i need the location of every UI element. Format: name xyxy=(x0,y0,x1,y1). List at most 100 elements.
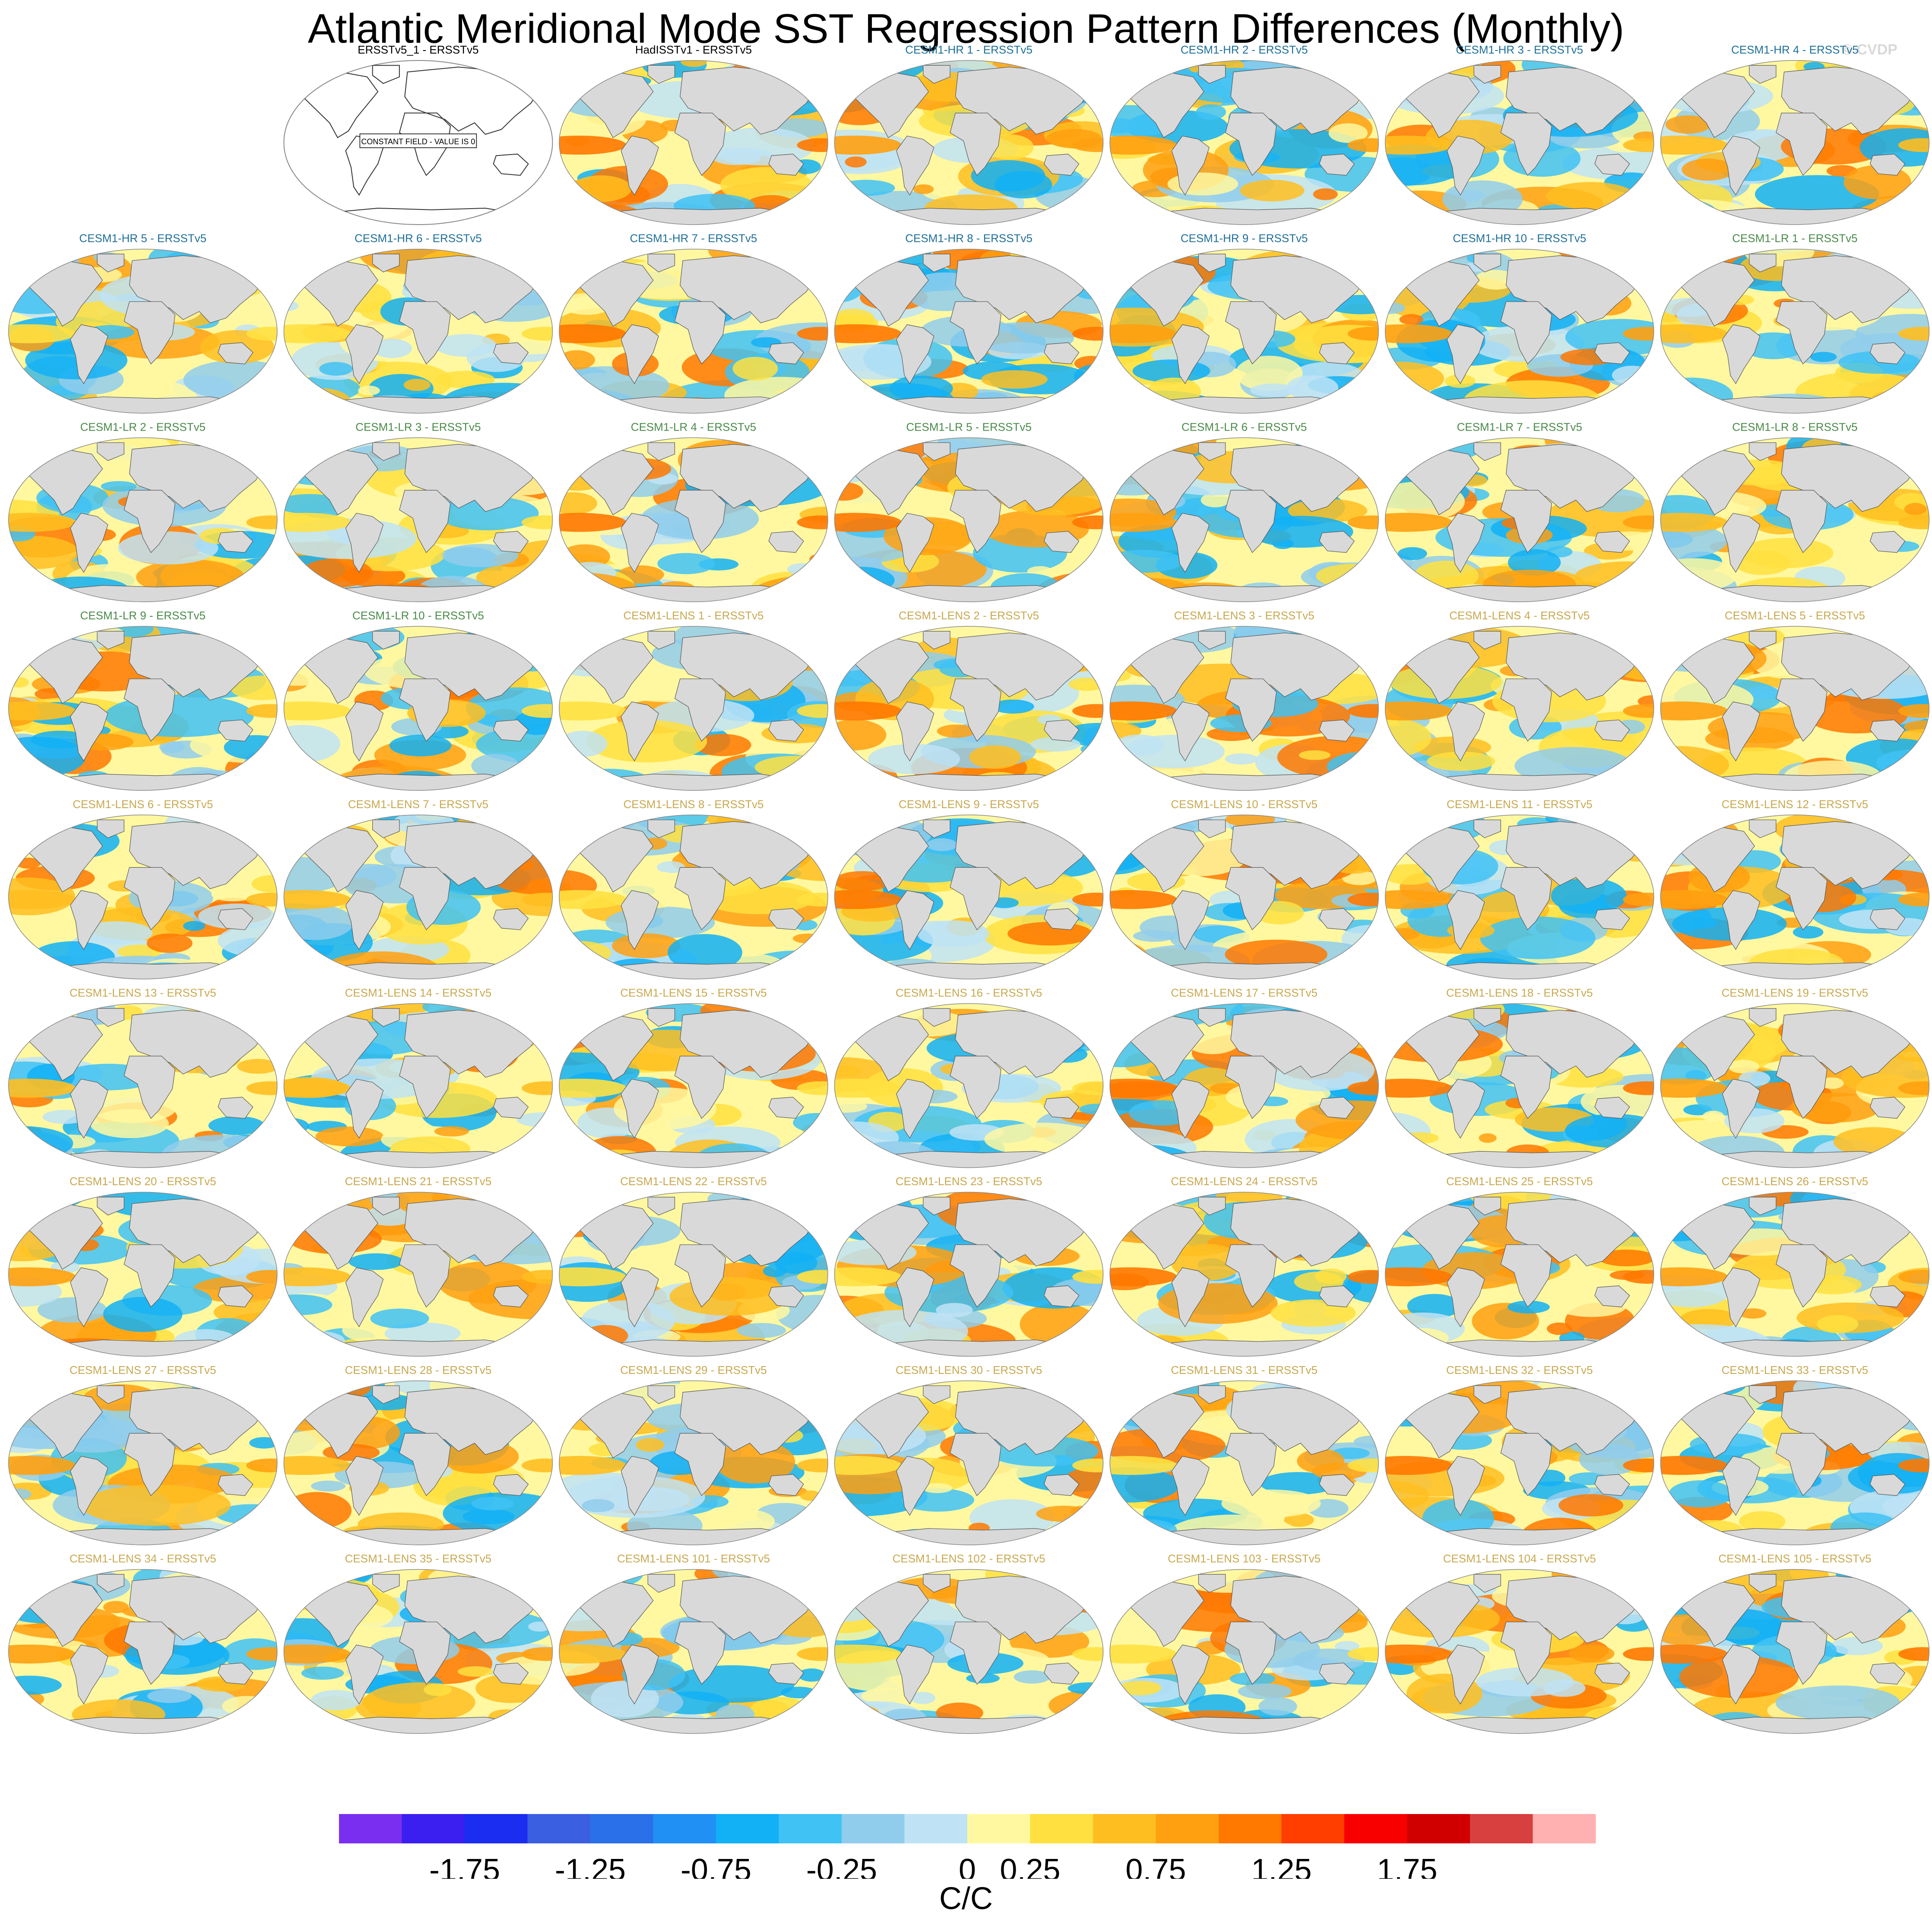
colorbar-swatch xyxy=(716,1814,779,1843)
land-namerica xyxy=(1403,1203,1480,1270)
land-samerica xyxy=(621,890,659,950)
map-outline xyxy=(1109,60,1379,225)
panel-title: CESM1-LENS 28 - ERSSTv5 xyxy=(345,1364,492,1376)
land-antarctica xyxy=(874,774,1077,791)
land-samerica xyxy=(1447,1267,1485,1327)
map-panel: CESM1-LENS 12 - ERSSTv5 xyxy=(1660,798,1930,980)
map-panel: CESM1-LR 7 - ERSSTv5 xyxy=(1385,420,1654,603)
land-australia xyxy=(1319,1097,1355,1119)
land-greenland xyxy=(1749,1574,1777,1593)
land-namerica xyxy=(853,1580,929,1647)
land-australia xyxy=(1319,908,1355,930)
map-outline xyxy=(8,1569,278,1734)
sst-field xyxy=(834,1569,1103,1734)
map-outline xyxy=(1385,815,1654,980)
page-title: Atlantic Meridional Mode SST Regression … xyxy=(307,6,1625,52)
land-namerica xyxy=(302,826,378,893)
map-outline xyxy=(1385,1380,1654,1545)
land-africa xyxy=(950,1621,1001,1685)
sst-field xyxy=(1660,1569,1929,1734)
land-africa xyxy=(950,867,1001,930)
land-australia xyxy=(1044,1474,1080,1496)
panel-title: HadISSTv1 - ERSSTv5 xyxy=(635,43,752,56)
land-africa xyxy=(950,1433,1001,1496)
map-outline xyxy=(834,1003,1104,1168)
sst-field xyxy=(834,626,1103,791)
land-greenland xyxy=(923,631,950,650)
land-africa xyxy=(1776,1244,1827,1308)
map-outline xyxy=(8,1003,278,1168)
land-namerica xyxy=(577,260,654,327)
land-greenland xyxy=(1473,1385,1501,1404)
map-panel: CESM1-LENS 7 - ERSSTv5 xyxy=(283,798,553,980)
map-panel: CESM1-LENS 34 - ERSSTv5 xyxy=(8,1552,278,1734)
land-namerica xyxy=(1128,637,1204,704)
land-africa xyxy=(1500,301,1552,365)
land-australia xyxy=(1594,342,1630,365)
land-australia xyxy=(1869,1662,1906,1685)
colorbar-swatch xyxy=(1407,1814,1470,1843)
sst-field xyxy=(834,438,1103,602)
land-antarctica xyxy=(48,962,250,979)
panel-title: CESM1-HR 5 - ERSSTv5 xyxy=(79,232,206,245)
land-africa xyxy=(950,113,1001,176)
land-samerica xyxy=(1171,513,1210,573)
land-greenland xyxy=(647,1385,675,1404)
land-greenland xyxy=(1749,819,1777,838)
land-samerica xyxy=(70,890,108,950)
land-africa xyxy=(1776,1433,1827,1496)
sst-field xyxy=(834,249,1103,413)
panel-title: CESM1-LENS 1 - ERSSTv5 xyxy=(623,609,763,622)
map-panel: CESM1-LENS 23 - ERSSTv5 xyxy=(834,1175,1104,1357)
land-greenland xyxy=(1473,631,1501,650)
land-antarctica xyxy=(599,396,801,413)
land-samerica xyxy=(1722,136,1761,196)
land-greenland xyxy=(1198,631,1226,650)
land-namerica xyxy=(27,1580,103,1647)
colorbar-swatch xyxy=(402,1814,465,1843)
land-greenland xyxy=(647,1008,675,1027)
map-outline xyxy=(559,437,828,603)
map-outline xyxy=(283,815,553,980)
land-namerica xyxy=(1128,1203,1204,1270)
map-outline xyxy=(1109,437,1379,603)
sst-field xyxy=(8,815,277,979)
panel-title: CESM1-LENS 22 - ERSSTv5 xyxy=(620,1175,767,1188)
colorbar-swatch xyxy=(904,1814,968,1843)
land-samerica xyxy=(70,1267,108,1327)
land-namerica xyxy=(1128,826,1204,893)
land-australia xyxy=(218,1097,253,1119)
sst-field xyxy=(8,626,277,791)
land-namerica xyxy=(577,1392,654,1459)
sst-field xyxy=(1110,1192,1379,1357)
colorbar-swatch xyxy=(1030,1814,1093,1843)
map-panel: CESM1-LENS 17 - ERSSTv5 xyxy=(1109,986,1379,1168)
sst-field xyxy=(1110,1569,1379,1734)
sst-field xyxy=(284,1569,553,1734)
land-samerica xyxy=(70,1078,108,1139)
land-greenland xyxy=(1198,1008,1226,1027)
land-namerica xyxy=(577,1015,654,1081)
map-outline xyxy=(1660,1003,1930,1168)
colorbar-swatch xyxy=(967,1814,1030,1843)
land-australia xyxy=(1869,720,1906,742)
map-outline xyxy=(559,626,828,791)
map-panel: CESM1-LR 10 - ERSSTv5 xyxy=(283,609,553,791)
land-samerica xyxy=(896,1078,934,1139)
land-africa xyxy=(674,1056,726,1119)
land-australia xyxy=(1319,153,1355,176)
panel-title: CESM1-LENS 101 - ERSSTv5 xyxy=(617,1552,770,1565)
land-samerica xyxy=(345,1078,384,1139)
land-africa xyxy=(674,1621,726,1685)
land-australia xyxy=(493,1285,529,1307)
land-australia xyxy=(768,1474,804,1496)
colorbar-swatch xyxy=(1219,1814,1282,1843)
sst-field xyxy=(1660,815,1929,979)
panel-title: CESM1-LENS 5 - ERSSTv5 xyxy=(1725,609,1865,622)
land-antarctica xyxy=(48,774,250,791)
land-africa xyxy=(124,490,176,553)
map-outline xyxy=(1109,1569,1379,1734)
land-antarctica xyxy=(1424,1528,1627,1545)
land-antarctica xyxy=(1424,1151,1627,1168)
colorbar-swatch xyxy=(465,1814,528,1843)
